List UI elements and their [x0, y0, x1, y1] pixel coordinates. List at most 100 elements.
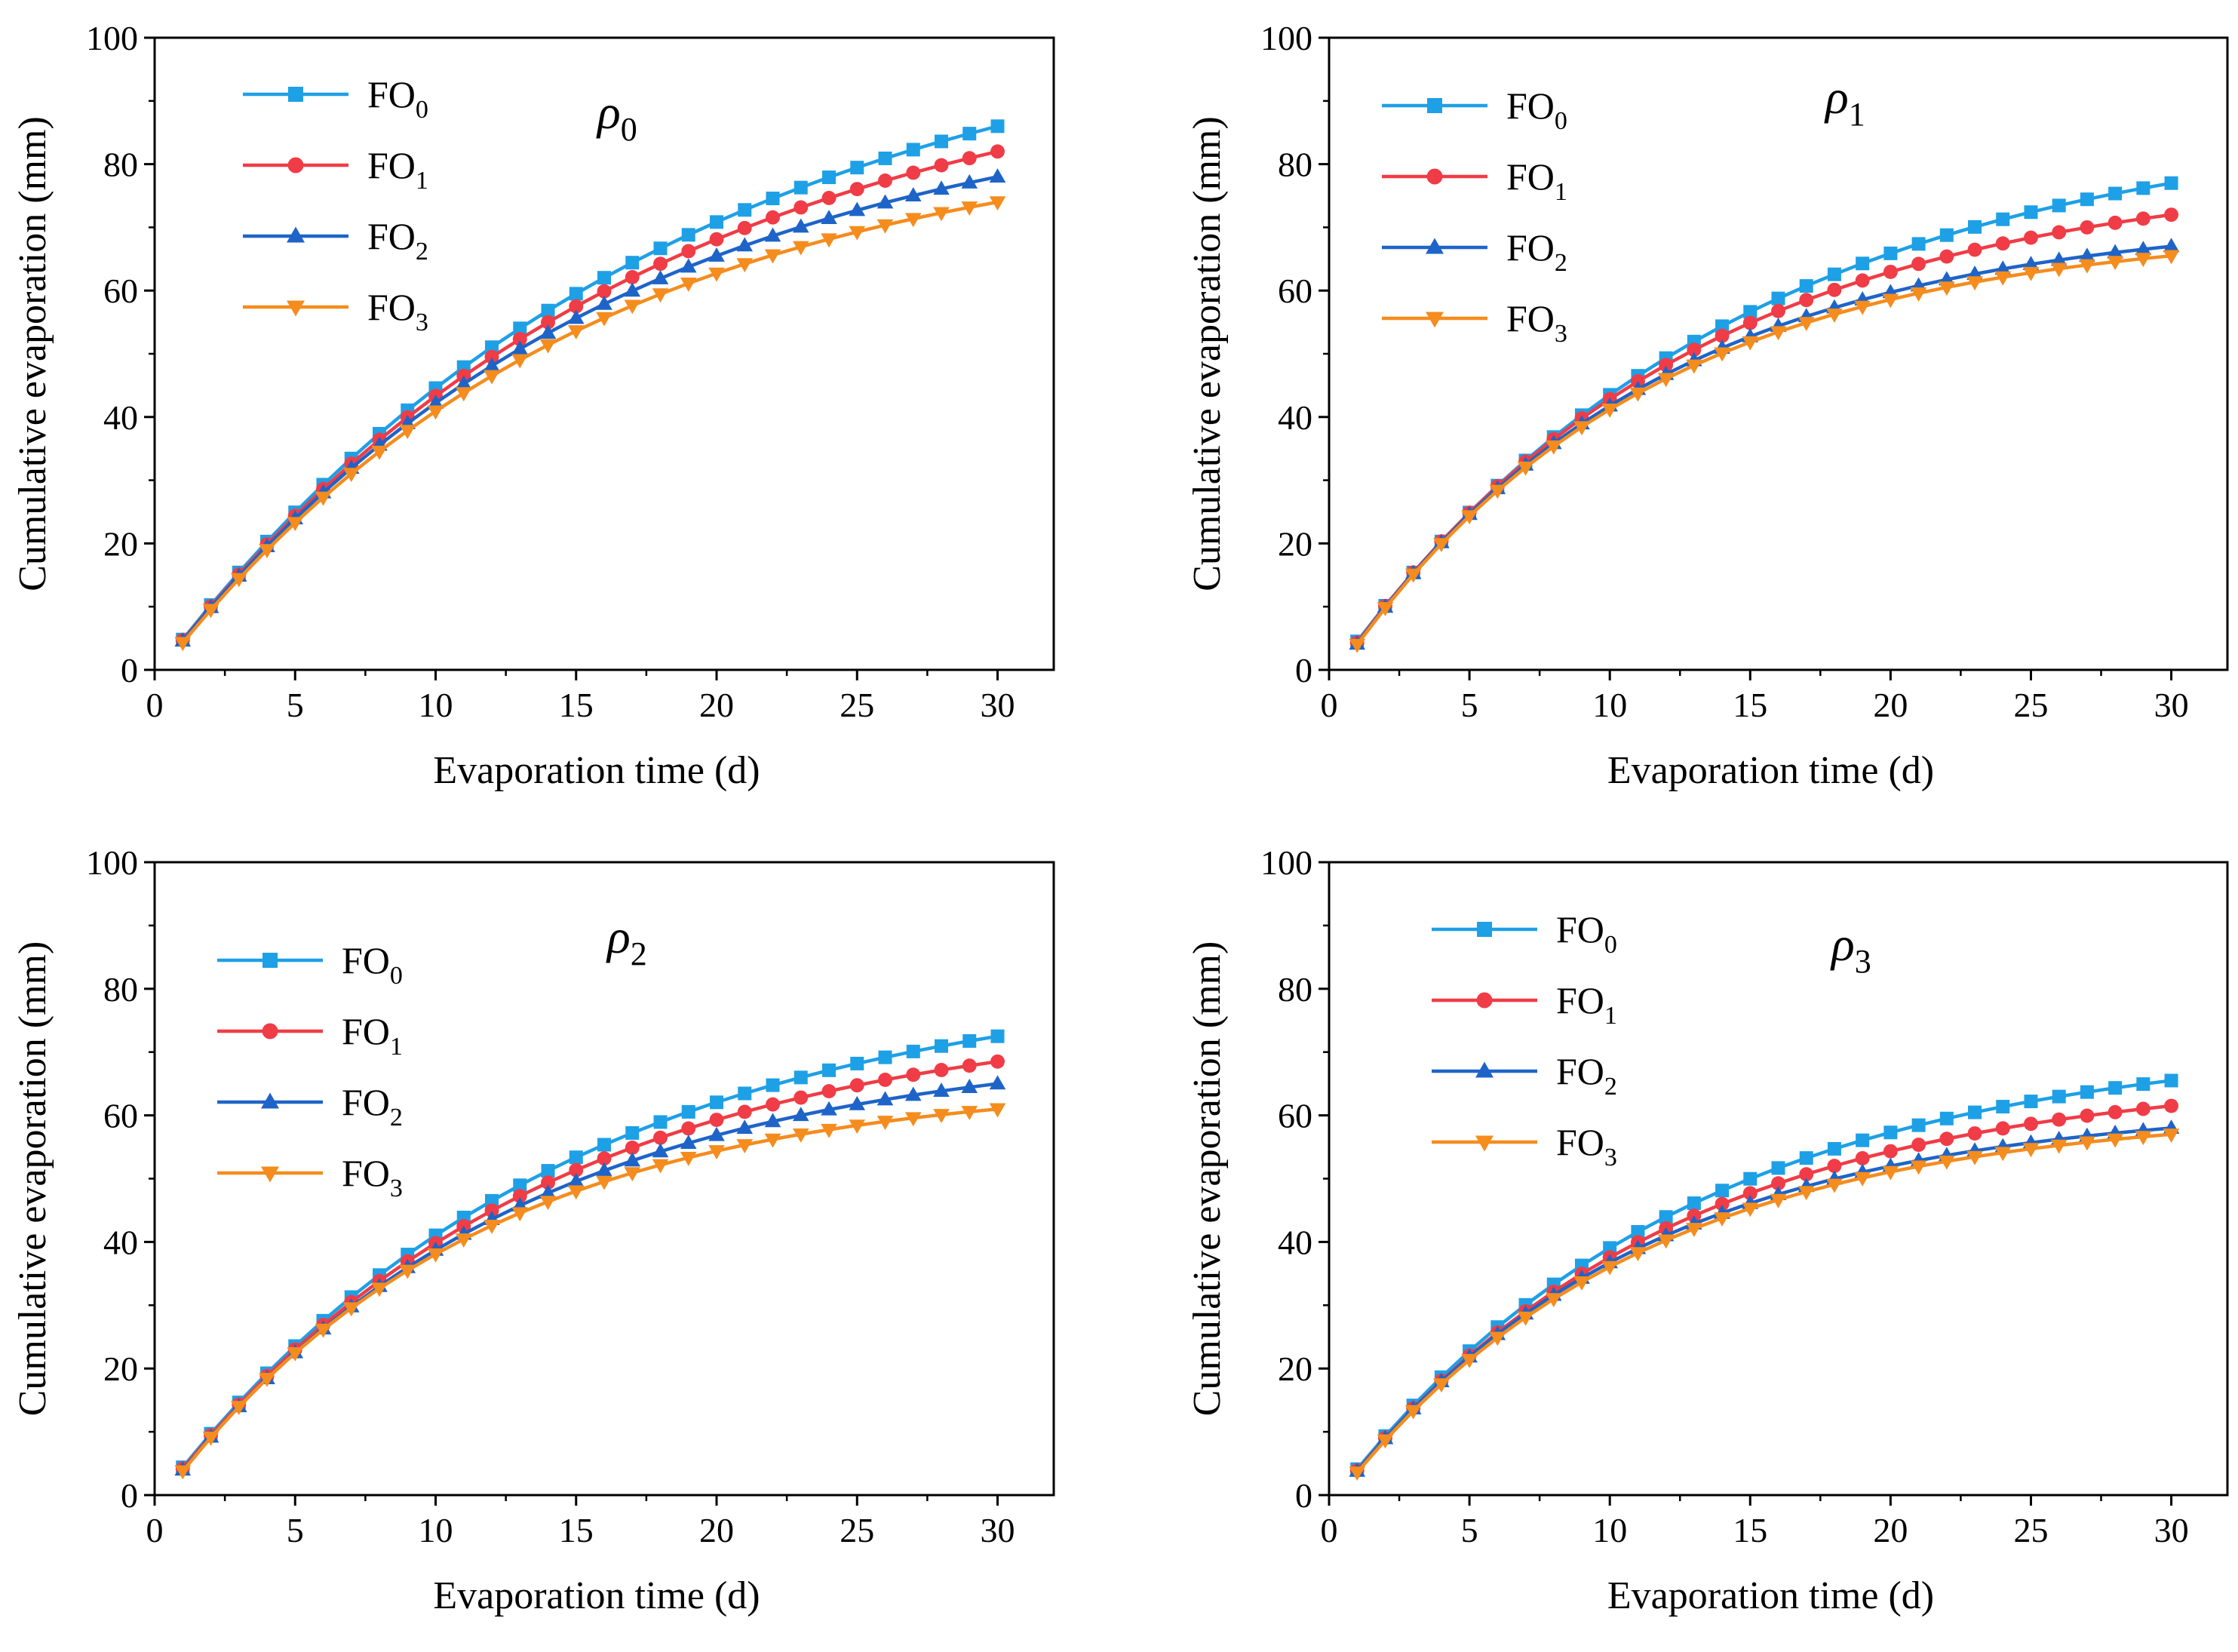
- data-point: [738, 203, 752, 217]
- y-tick-label: 100: [1260, 843, 1312, 882]
- data-point: [1770, 1193, 1787, 1208]
- data-point: [1939, 1111, 1954, 1125]
- data-point: [1601, 1260, 1618, 1276]
- data-point: [792, 1107, 809, 1122]
- data-point: [597, 284, 612, 299]
- data-point: [876, 1091, 894, 1106]
- data-point: [934, 158, 949, 173]
- y-axis-title: Cumulative evaporation (mm): [11, 116, 54, 591]
- x-tick-label: 20: [1873, 686, 1908, 724]
- series-line: [181, 175, 998, 642]
- x-tick-label: 30: [2154, 1511, 2189, 1549]
- data-point: [1461, 1353, 1478, 1368]
- data-point: [794, 200, 809, 215]
- data-point: [1545, 1293, 1562, 1308]
- data-point: [1994, 271, 2012, 286]
- data-point: [2052, 1089, 2066, 1104]
- series-line: [1355, 181, 2172, 643]
- data-point: [202, 1431, 220, 1446]
- y-tick-label: 80: [1278, 970, 1312, 1009]
- data-point: [1855, 273, 1870, 288]
- data-point: [876, 219, 894, 234]
- data-point: [821, 191, 837, 205]
- data-point: [1883, 1125, 1898, 1140]
- x-tick-label: 10: [1592, 686, 1627, 724]
- data-point: [736, 237, 754, 252]
- y-tick-label: 60: [1278, 1097, 1312, 1135]
- data-point: [2052, 198, 2066, 213]
- data-point: [710, 1095, 723, 1110]
- y-tick-label: 20: [1278, 524, 1312, 563]
- legend-label: FO0: [1556, 908, 1617, 959]
- x-tick-label: 15: [1733, 686, 1767, 724]
- data-point: [2107, 1133, 2123, 1148]
- legend-marker: [1426, 312, 1444, 328]
- y-tick-label: 0: [1295, 651, 1312, 689]
- data-point: [764, 249, 781, 264]
- data-point: [597, 1138, 611, 1152]
- series-1: [1349, 1098, 2179, 1478]
- legend-label: FO2: [1506, 226, 1567, 277]
- legend-marker: [1475, 1135, 1494, 1152]
- x-axis-title: Evaporation time (d): [433, 1574, 760, 1617]
- data-point: [849, 1095, 866, 1110]
- data-point: [539, 339, 557, 354]
- x-tick-label: 5: [287, 686, 304, 724]
- data-point: [989, 1103, 1006, 1118]
- series-2: [1349, 238, 2180, 650]
- data-point: [287, 1346, 304, 1362]
- y-tick-label: 20: [103, 524, 138, 563]
- data-point: [794, 1070, 808, 1085]
- data-point: [1968, 1105, 1982, 1119]
- data-point: [455, 1233, 472, 1248]
- data-point: [849, 226, 866, 241]
- data-point: [1601, 403, 1618, 418]
- data-point: [1827, 1141, 1841, 1156]
- x-tick-label: 25: [2013, 1511, 2048, 1549]
- data-point: [230, 573, 247, 588]
- data-point: [342, 468, 360, 483]
- data-point: [680, 1151, 697, 1166]
- data-point: [933, 207, 950, 222]
- data-point: [1715, 328, 1730, 343]
- data-point: [736, 1119, 754, 1135]
- data-point: [1657, 373, 1675, 388]
- series-line: [181, 149, 999, 642]
- data-point: [680, 1135, 697, 1149]
- x-tick-label: 10: [1592, 1511, 1627, 1549]
- data-point: [1855, 1151, 1870, 1165]
- data-point: [2022, 1143, 2040, 1158]
- data-point: [764, 1133, 781, 1148]
- data-point: [1883, 246, 1898, 260]
- data-point: [541, 1164, 555, 1178]
- y-tick-label: 60: [103, 1097, 138, 1135]
- x-tick-label: 0: [146, 1511, 164, 1549]
- data-point: [1827, 267, 1841, 281]
- series-line: [181, 1082, 998, 1471]
- data-point: [2107, 244, 2123, 259]
- data-point: [990, 1029, 1005, 1043]
- data-point: [569, 299, 584, 314]
- y-axis-title: Cumulative evaporation (mm): [1186, 941, 1229, 1417]
- data-point: [1883, 1144, 1898, 1159]
- data-point: [764, 1113, 781, 1128]
- data-point: [653, 256, 668, 272]
- y-tick-label: 80: [103, 970, 138, 1009]
- y-tick-label: 100: [1260, 19, 1312, 57]
- legend-label: FO0: [1506, 84, 1567, 135]
- data-point: [1742, 315, 1758, 330]
- series-3: [1349, 1128, 2180, 1482]
- data-point: [597, 1151, 612, 1166]
- data-point: [230, 1401, 247, 1416]
- data-point: [511, 1207, 529, 1222]
- data-point: [1799, 293, 1814, 308]
- data-point: [766, 1078, 780, 1092]
- data-point: [709, 1113, 724, 1127]
- data-point: [596, 295, 612, 310]
- data-point: [1686, 1223, 1702, 1238]
- series-3: [1349, 250, 2180, 653]
- x-tick-label: 0: [146, 686, 164, 724]
- series-0: [176, 119, 1005, 646]
- data-point: [736, 258, 754, 273]
- data-point: [513, 1178, 527, 1193]
